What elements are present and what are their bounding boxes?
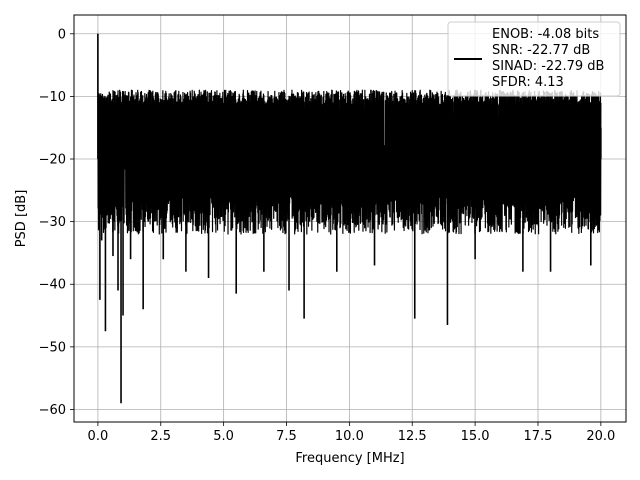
legend: ENOB: -4.08 bits SNR: -22.77 dB SINAD: -… (447, 21, 621, 97)
y-tick-label: −30 (39, 215, 66, 230)
y-tick-label: −40 (39, 278, 66, 293)
psd-series-body (97, 33, 602, 235)
x-tick-label: 7.5 (276, 429, 297, 444)
x-axis: 0.0 2.5 5.0 7.5 10.0 12.5 15.0 17.5 20.0 (88, 422, 615, 444)
x-tick-label: 0.0 (88, 429, 109, 444)
y-tick-label: −20 (39, 153, 66, 168)
x-tick-label: 12.5 (398, 429, 427, 444)
y-tick-label: −60 (39, 403, 66, 418)
legend-snr: SNR: -22.77 dB (492, 43, 590, 58)
x-tick-label: 2.5 (150, 429, 171, 444)
y-tick-label: 0 (58, 27, 66, 42)
y-axis-label: PSD [dB] (14, 190, 29, 248)
legend-enob: ENOB: -4.08 bits (492, 27, 599, 42)
y-axis: 0 −10 −20 −30 −40 −50 −60 (39, 27, 74, 418)
y-tick-label: −50 (39, 340, 66, 355)
legend-sfdr: SFDR: 4.13 (492, 75, 564, 90)
legend-box (447, 21, 621, 97)
x-tick-label: 5.0 (213, 429, 234, 444)
x-tick-label: 10.0 (335, 429, 364, 444)
x-axis-label: Frequency [MHz] (295, 451, 404, 466)
x-tick-label: 20.0 (586, 429, 615, 444)
x-tick-label: 15.0 (461, 429, 490, 444)
x-tick-label: 17.5 (524, 429, 553, 444)
plot-frame (73, 14, 627, 423)
legend-sinad: SINAD: -22.79 dB (492, 59, 604, 74)
series-layer (97, 33, 602, 404)
y-tick-label: −10 (39, 90, 66, 105)
